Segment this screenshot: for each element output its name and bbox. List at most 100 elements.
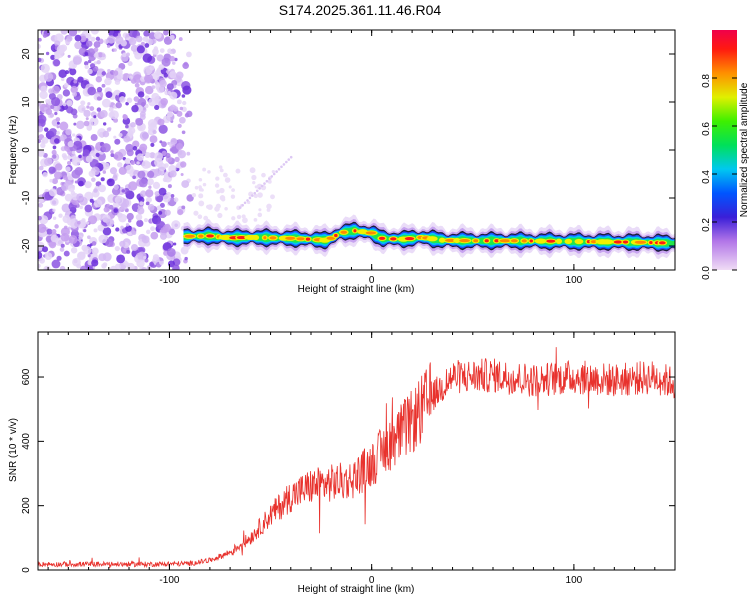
noise-dot xyxy=(149,135,158,144)
band-hot-red xyxy=(499,239,511,243)
noise-dot xyxy=(166,247,176,257)
faint-dot xyxy=(267,179,272,184)
noise-dot xyxy=(161,150,167,157)
noise-dot xyxy=(126,52,130,57)
noise-dot xyxy=(97,224,105,232)
noise-dot xyxy=(153,152,163,162)
noise-dot xyxy=(101,71,107,76)
noise-dot xyxy=(153,46,159,51)
band-hot-yellow xyxy=(426,236,438,242)
noise-dot xyxy=(45,99,50,103)
faint-dot xyxy=(235,168,241,174)
noise-dot xyxy=(72,257,81,267)
colorbar-label: Normalized spectral amplitude xyxy=(739,82,750,217)
noise-dot xyxy=(160,98,168,106)
noise-dot xyxy=(180,173,184,177)
band-hot-red xyxy=(353,229,357,233)
noise-dot xyxy=(43,157,53,166)
snr-ytick-label-1: 200 xyxy=(21,497,32,514)
noise-dot xyxy=(67,160,72,166)
band-hot-red xyxy=(546,239,556,243)
noise-dot xyxy=(176,99,182,105)
noise-dot xyxy=(50,54,56,60)
faint-dot xyxy=(228,185,232,189)
noise-dot xyxy=(141,101,146,107)
faint-dot xyxy=(251,174,257,181)
noise-dot xyxy=(109,167,118,175)
noise-dot xyxy=(182,100,187,106)
noise-dot xyxy=(71,156,81,166)
noise-dot xyxy=(115,36,124,45)
noise-dot xyxy=(89,150,96,157)
noise-dot xyxy=(166,83,174,91)
faint-dot xyxy=(242,217,248,224)
noise-dot xyxy=(38,263,41,268)
noise-dot xyxy=(122,114,127,119)
faint-dot xyxy=(230,194,236,199)
noise-dot xyxy=(144,43,150,48)
noise-dot xyxy=(43,127,49,132)
noise-dot xyxy=(60,243,65,248)
noise-dot xyxy=(38,215,42,221)
noise-dot xyxy=(40,85,48,93)
noise-dot xyxy=(90,30,99,35)
noise-dot xyxy=(41,137,49,144)
noise-dot xyxy=(172,264,180,270)
noise-dot xyxy=(154,104,160,111)
band-hot-red xyxy=(473,239,479,243)
noise-dot xyxy=(63,250,70,257)
band-hot-red xyxy=(634,240,647,244)
noise-dot xyxy=(147,170,155,179)
faint-dot xyxy=(241,214,246,219)
noise-dot xyxy=(186,194,194,202)
noise-dot xyxy=(182,85,192,95)
noise-dot xyxy=(132,146,138,151)
faint-dot xyxy=(261,172,266,178)
band-hot-red xyxy=(334,233,338,238)
noise-dot xyxy=(120,203,128,211)
noise-dot xyxy=(122,52,127,58)
band-hot-red xyxy=(494,239,499,243)
noise-dot xyxy=(102,130,110,138)
noise-dot xyxy=(38,165,44,171)
faint-dot xyxy=(266,208,271,212)
noise-dot xyxy=(115,227,120,232)
faint-dot xyxy=(191,192,197,198)
noise-dot xyxy=(179,106,184,111)
noise-dot xyxy=(38,149,45,157)
noise-dot xyxy=(130,160,136,166)
noise-dot xyxy=(103,162,110,170)
noise-dot xyxy=(169,55,175,62)
noise-dot xyxy=(68,235,78,244)
noise-dot xyxy=(141,160,151,169)
noise-dot xyxy=(93,41,101,48)
noise-dot xyxy=(54,33,64,43)
noise-dot xyxy=(87,86,97,96)
noise-dot xyxy=(128,37,137,46)
noise-dot xyxy=(148,185,152,189)
noise-dot xyxy=(42,246,49,253)
noise-dot xyxy=(159,232,167,240)
noise-dot xyxy=(100,177,105,182)
noise-dot xyxy=(60,232,70,242)
noise-dot xyxy=(67,141,74,148)
noise-dot xyxy=(48,128,58,137)
streak-dot xyxy=(263,182,266,185)
noise-dot xyxy=(164,209,171,216)
noise-dot xyxy=(159,258,163,262)
band-hot-red xyxy=(326,236,336,240)
spectrogram-xtick-label-1: 0 xyxy=(369,275,375,286)
band-hot-yellow xyxy=(600,239,614,245)
noise-dot xyxy=(113,174,118,178)
band-hot-red xyxy=(206,234,214,238)
streak-dot xyxy=(277,167,281,171)
noise-dot xyxy=(39,257,45,264)
noise-dot xyxy=(162,224,172,233)
noise-dot xyxy=(95,36,100,41)
band-hot-yellow xyxy=(564,238,573,244)
streak-dot xyxy=(241,203,244,207)
streak-dot xyxy=(282,163,286,166)
faint-dot xyxy=(231,188,235,192)
noise-dot xyxy=(48,188,58,197)
noise-dot xyxy=(66,100,73,107)
